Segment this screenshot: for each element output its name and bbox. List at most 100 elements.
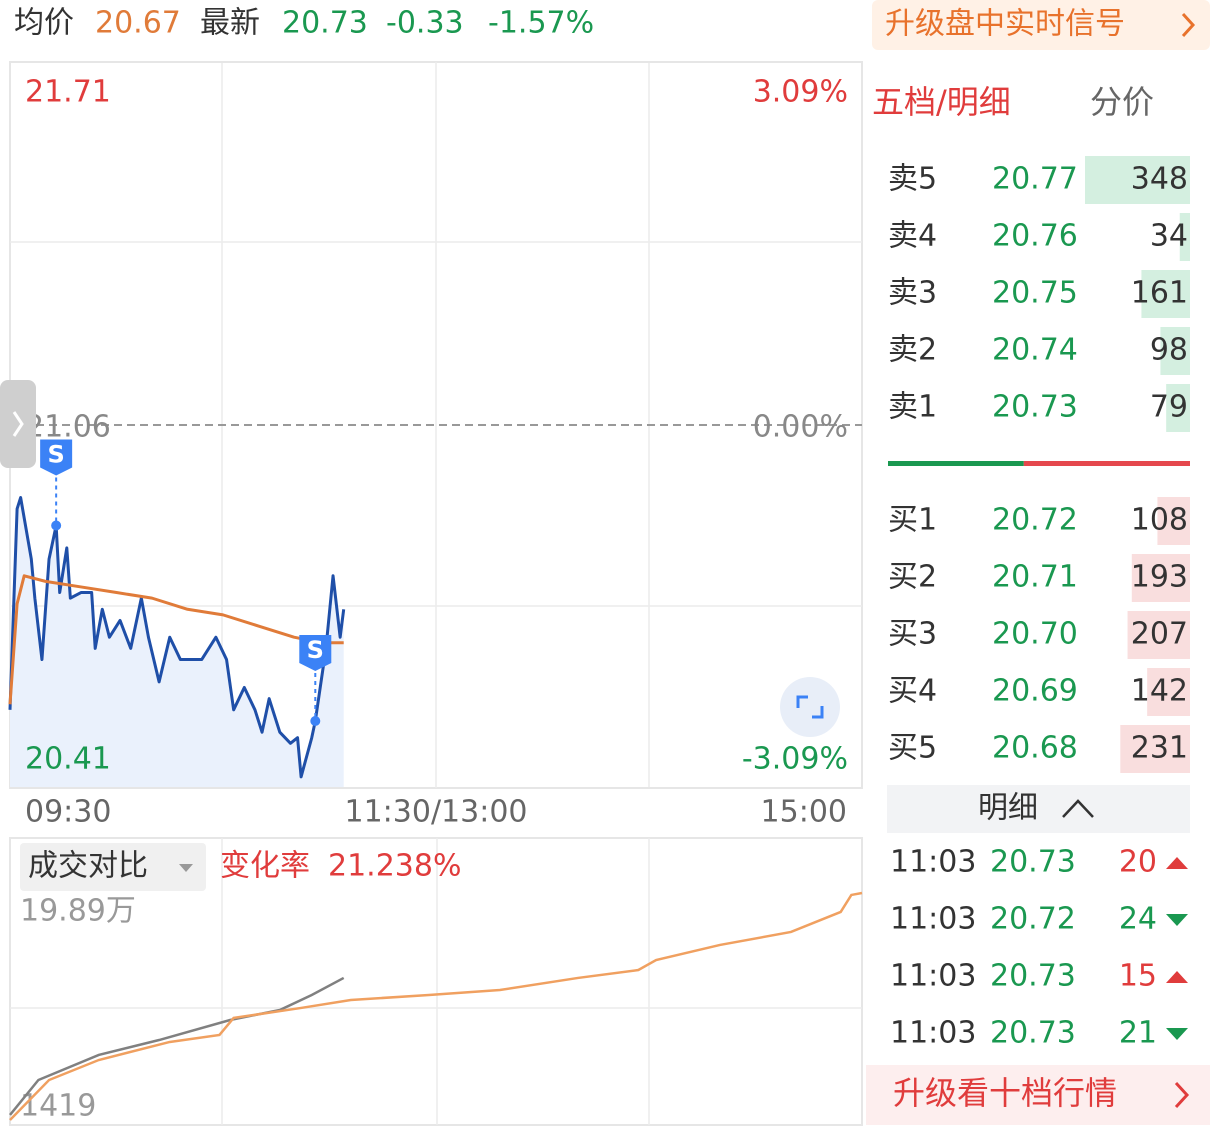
level-label: 买3: [888, 617, 937, 652]
level-price: 20.77: [992, 162, 1078, 197]
level-label: 买1: [888, 503, 937, 538]
level-label: 买4: [888, 674, 937, 709]
level-price: 20.73: [992, 390, 1078, 425]
x-tick-label: 15:00: [761, 795, 847, 830]
footer-button[interactable]: 升级看十档行情: [866, 1065, 1210, 1125]
level-volume: 161: [1131, 276, 1188, 311]
level-volume: 348: [1131, 162, 1188, 197]
level-price: 20.75: [992, 276, 1078, 311]
trade-arrow: [1166, 971, 1188, 983]
y2-tick-label: 3.09%: [753, 75, 848, 110]
trade-price: 20.73: [990, 959, 1076, 994]
level-price: 20.70: [992, 617, 1078, 652]
expand-tab[interactable]: [0, 380, 36, 468]
latest-label: 最新: [200, 6, 260, 41]
trade-volume: 24: [1119, 902, 1157, 937]
volume-selector[interactable]: 成交对比: [20, 843, 206, 891]
volume-bar: [1147, 668, 1190, 716]
level-price: 20.68: [992, 731, 1078, 766]
marker-label: S: [307, 636, 324, 664]
avg-price: 20.67: [95, 6, 181, 41]
bid-ratio: [1023, 461, 1190, 466]
selector-caret: [179, 864, 193, 872]
selector-bg: [20, 843, 206, 891]
level-label: 卖1: [888, 390, 937, 425]
level-volume: 193: [1131, 560, 1188, 595]
trade-list: 11:03 20.73 20 11:03 20.72 24 11:03 20.73 15 11:0…: [890, 845, 1188, 1051]
change-label: 变化率: [220, 849, 310, 884]
tab-active[interactable]: 五档/明细: [872, 83, 1011, 121]
level-volume: 142: [1131, 674, 1188, 709]
volume-bar: [1141, 270, 1190, 318]
marker-badge: [299, 634, 332, 671]
trade-time: 11:03: [890, 1016, 976, 1051]
x-tick-label: 09:30: [25, 795, 111, 830]
avg-label: 均价: [14, 6, 74, 41]
volume-bar: [1120, 725, 1190, 773]
selector-text: 成交对比: [28, 849, 148, 884]
y-tick-label: 21.71: [25, 75, 111, 110]
marker-point: [51, 520, 62, 531]
trade-price: 20.73: [990, 1016, 1076, 1051]
level-label: 卖3: [888, 276, 937, 311]
footer-text: 升级看十档行情: [893, 1074, 1117, 1112]
y2-tick-label: -3.09%: [742, 742, 848, 777]
marker-badge: [40, 439, 73, 476]
y2-tick-label: 0.00%: [753, 410, 848, 445]
y-tick-label: 20.41: [25, 742, 111, 777]
chevron: [1174, 1081, 1190, 1109]
price-chart: 20.41 21.06 21.71 -3.09% 0.00% 3.09% 09:30 11:3…: [8, 61, 862, 830]
button-bg: [780, 677, 840, 737]
volume-bar: [1127, 611, 1190, 659]
volume-frame: [9, 837, 863, 1126]
trade-volume: 15: [1119, 959, 1157, 994]
trade-time: 11:03: [890, 845, 976, 880]
price-line: [8, 496, 346, 779]
button-text: 升级盘中实时信号: [885, 7, 1125, 42]
trade-time: 11:03: [890, 902, 976, 937]
upgrade-button[interactable]: 升级盘中实时信号: [872, 0, 1210, 50]
volume-bar: [1179, 213, 1190, 261]
trade-volume: 20: [1119, 845, 1157, 880]
level-label: 买5: [888, 731, 937, 766]
level-price: 20.71: [992, 560, 1078, 595]
level-price: 20.76: [992, 219, 1078, 254]
price-line: [8, 574, 344, 705]
level-volume: 34: [1150, 219, 1188, 254]
toggle-caret: [1062, 799, 1094, 818]
tab-bg: [0, 380, 36, 468]
latest-price: 20.73: [282, 6, 368, 41]
toggle-bg: [887, 785, 1190, 833]
x-tick-label: 11:30/13:00: [344, 795, 527, 830]
button-icon: [796, 695, 824, 719]
volume-bar: [1157, 497, 1190, 545]
level-label: 卖2: [888, 333, 937, 368]
y-tick-label: 19.89万: [20, 894, 136, 929]
level-volume: 108: [1131, 503, 1188, 538]
fullscreen-button[interactable]: [780, 677, 840, 737]
toggle-text: 明细: [978, 791, 1038, 826]
ask-ratio: [888, 461, 1024, 466]
trade-time: 11:03: [890, 959, 976, 994]
tab[interactable]: 分价: [1090, 83, 1154, 121]
button-bg: [872, 0, 1210, 50]
price-area: [10, 497, 344, 788]
level-price: 20.74: [992, 333, 1078, 368]
volume-bar: [1131, 554, 1190, 602]
trade-arrow: [1166, 914, 1188, 926]
level-label: 买2: [888, 560, 937, 595]
change: -0.33: [386, 6, 464, 41]
volume-bar: [1160, 327, 1190, 375]
order-book: 卖5 20.77 348 卖4 20.76 34 卖3 20.75 161 卖2 20.74 98 卖1…: [888, 156, 1190, 773]
volume-bar: [1166, 384, 1190, 432]
level-label: 卖4: [888, 219, 937, 254]
volume-line: [9, 976, 345, 1116]
trade-price: 20.72: [990, 902, 1076, 937]
trade-volume: 21: [1119, 1016, 1157, 1051]
marker-label: S: [48, 441, 65, 469]
volume-bar: [1085, 156, 1190, 204]
detail-toggle[interactable]: 明细: [887, 785, 1190, 833]
level-volume: 79: [1150, 390, 1188, 425]
volume-chart: 1419 19.89万: [9, 891, 863, 1124]
